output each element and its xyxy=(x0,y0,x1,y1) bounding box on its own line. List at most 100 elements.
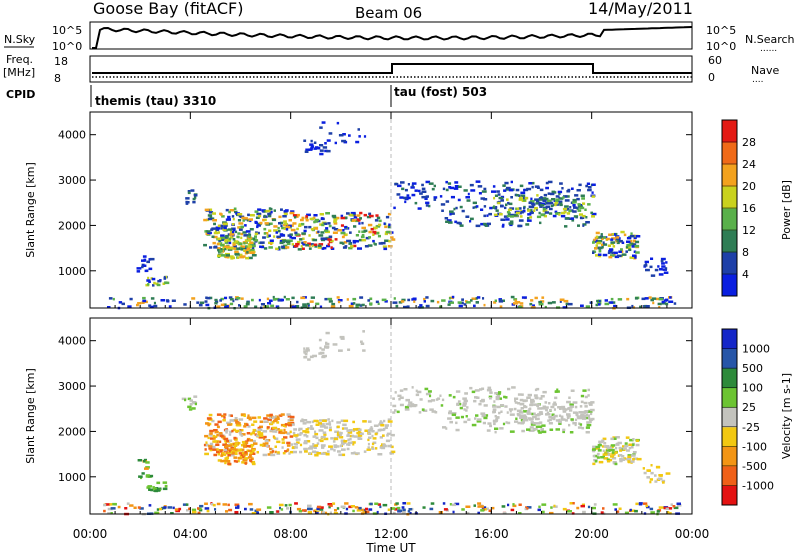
range-gate-cell xyxy=(243,242,246,245)
range-gate-cell xyxy=(660,257,666,261)
range-gate-cell xyxy=(643,502,648,505)
range-gate-cell xyxy=(379,446,383,449)
range-gate-cell xyxy=(575,413,579,417)
range-gate-cell xyxy=(497,201,501,205)
range-gate-cell xyxy=(354,506,359,509)
range-gate-cell xyxy=(500,199,504,202)
range-gate-cell xyxy=(227,448,233,451)
range-gate-cell xyxy=(246,439,249,442)
range-gate-cell xyxy=(231,231,235,234)
range-gate-cell xyxy=(396,410,400,414)
range-gate-cell xyxy=(593,238,596,242)
range-gate-cell xyxy=(223,247,227,251)
range-gate-cell xyxy=(584,410,589,413)
range-gate-cell xyxy=(334,430,339,433)
range-gate-cell xyxy=(565,302,569,306)
range-gate-cell xyxy=(265,209,271,213)
range-gate-cell xyxy=(666,511,670,514)
range-gate-cell xyxy=(448,410,452,413)
range-gate-cell xyxy=(162,282,166,285)
range-gate-cell xyxy=(421,190,427,193)
range-gate-cell xyxy=(628,443,633,446)
range-gate-cell xyxy=(323,425,326,428)
freq-frame xyxy=(89,55,693,83)
range-gate-cell xyxy=(280,431,285,435)
range-gate-cell xyxy=(510,508,515,512)
range-gate-cell xyxy=(661,300,665,304)
range-gate-cell xyxy=(498,391,502,394)
range-gate-cell xyxy=(566,413,571,416)
range-gate-cell xyxy=(241,448,244,452)
range-gate-cell xyxy=(225,234,229,238)
range-gate-cell xyxy=(404,196,408,200)
range-gate-cell xyxy=(514,299,517,302)
range-gate-cell xyxy=(433,196,438,199)
range-gate-cell xyxy=(347,433,350,436)
range-gate-cell xyxy=(297,433,302,436)
range-gate-cell xyxy=(374,219,379,222)
range-gate-cell xyxy=(501,225,505,228)
colorbar-tick-label: 12 xyxy=(742,224,756,237)
range-gate-cell xyxy=(380,424,385,427)
range-gate-cell xyxy=(480,208,484,211)
range-gate-cell xyxy=(634,297,639,300)
range-gate-cell xyxy=(358,230,361,233)
range-gate-cell xyxy=(216,440,219,444)
range-gate-cell xyxy=(403,305,408,309)
range-gate-cell xyxy=(225,456,229,459)
range-gate-cell xyxy=(336,433,340,436)
range-gate-cell xyxy=(621,455,625,458)
range-gate-cell xyxy=(315,302,320,306)
range-gate-cell xyxy=(242,219,245,222)
colorbar-tick-label: 1000 xyxy=(742,343,770,356)
range-gate-cell xyxy=(143,460,146,463)
range-gate-cell xyxy=(402,502,407,505)
range-gate-cell xyxy=(207,217,213,221)
range-gate-cell xyxy=(387,508,390,511)
range-gate-cell xyxy=(303,440,308,443)
range-gate-cell xyxy=(645,305,650,308)
range-gate-cell xyxy=(649,480,652,484)
range-gate-cell xyxy=(269,239,274,242)
range-gate-cell xyxy=(305,219,309,222)
range-gate-cell xyxy=(629,438,634,442)
range-gate-cell xyxy=(394,182,399,186)
x-tick-label: 00:00 xyxy=(675,527,710,541)
range-gate-cell xyxy=(597,443,602,447)
range-gate-cell xyxy=(598,440,603,444)
range-gate-cell xyxy=(304,450,308,453)
range-gate-cell xyxy=(324,149,328,153)
range-gate-cell xyxy=(626,240,631,243)
range-gate-cell xyxy=(209,422,212,426)
range-gate-cell xyxy=(577,426,582,429)
range-gate-cell xyxy=(287,421,291,425)
range-gate-cell xyxy=(277,226,280,230)
range-gate-cell xyxy=(536,215,542,219)
range-gate-cell xyxy=(399,396,404,399)
range-gate-cell xyxy=(368,230,372,234)
range-gate-cell xyxy=(296,213,300,217)
range-gate-cell xyxy=(496,392,501,395)
range-gate-cell xyxy=(456,221,461,225)
range-gate-cell xyxy=(531,412,536,416)
range-gate-cell xyxy=(551,198,556,201)
colorbar-tick-label: -100 xyxy=(742,440,767,453)
range-gate-cell xyxy=(466,199,471,202)
range-gate-cell xyxy=(504,181,509,185)
range-gate-cell xyxy=(303,139,307,142)
range-gate-cell xyxy=(581,503,585,506)
range-gate-cell xyxy=(566,415,571,418)
range-gate-cell xyxy=(364,245,369,248)
range-gate-cell xyxy=(566,190,571,193)
range-gate-cell xyxy=(541,407,546,410)
range-gate-cell xyxy=(227,462,232,466)
range-gate-cell xyxy=(585,426,590,429)
range-gate-cell xyxy=(364,510,370,514)
range-gate-cell xyxy=(154,511,159,515)
range-gate-cell xyxy=(376,510,379,514)
range-gate-cell xyxy=(243,454,246,457)
range-gate-cell xyxy=(373,226,378,230)
range-gate-cell xyxy=(188,408,193,411)
range-gate-cell xyxy=(289,435,294,438)
range-gate-cell xyxy=(513,214,518,217)
